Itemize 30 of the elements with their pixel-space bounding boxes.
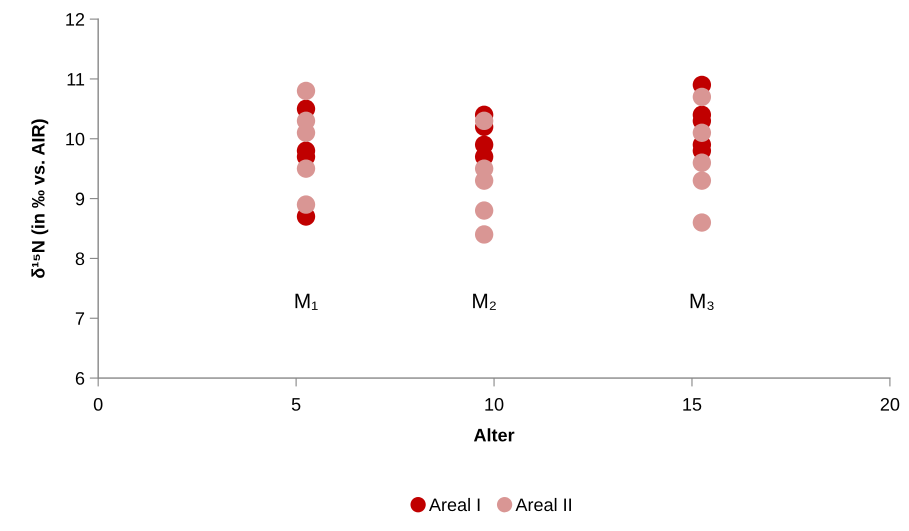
y-axis-title: δ¹⁵N (in ‰ vs. AIR): [31, 119, 48, 278]
point: [692, 171, 712, 190]
point: [296, 82, 316, 100]
point: [296, 159, 316, 178]
y-tick-label: 8: [76, 252, 84, 266]
legend-label: Areal I: [428, 498, 480, 512]
x-tick-label: 0: [94, 398, 102, 411]
x-tick-label: 10: [485, 398, 504, 411]
x-axis-title: Alter: [474, 428, 514, 442]
point: [474, 201, 494, 220]
annotation: M₂: [473, 294, 496, 310]
y-tick-label: 11: [68, 73, 84, 86]
point: [692, 88, 712, 106]
point: [474, 112, 494, 130]
point: [474, 225, 494, 244]
point: [692, 154, 712, 172]
y-tick-label: 9: [76, 192, 84, 206]
annotation: M₃: [690, 294, 714, 310]
x-tick-label: 20: [880, 398, 900, 411]
y-tick-label: 10: [66, 132, 84, 146]
legend-label: Areal II: [515, 498, 571, 512]
y-tick-label: 7: [76, 312, 84, 325]
point: [692, 124, 712, 142]
point: [296, 195, 316, 214]
y-tick-label: 6: [76, 372, 84, 385]
annotation: M₁: [296, 294, 318, 310]
point: [692, 213, 712, 232]
x-tick-label: 5: [292, 398, 300, 411]
x-tick-label: 15: [683, 398, 702, 411]
y-tick-label: 12: [66, 13, 84, 26]
